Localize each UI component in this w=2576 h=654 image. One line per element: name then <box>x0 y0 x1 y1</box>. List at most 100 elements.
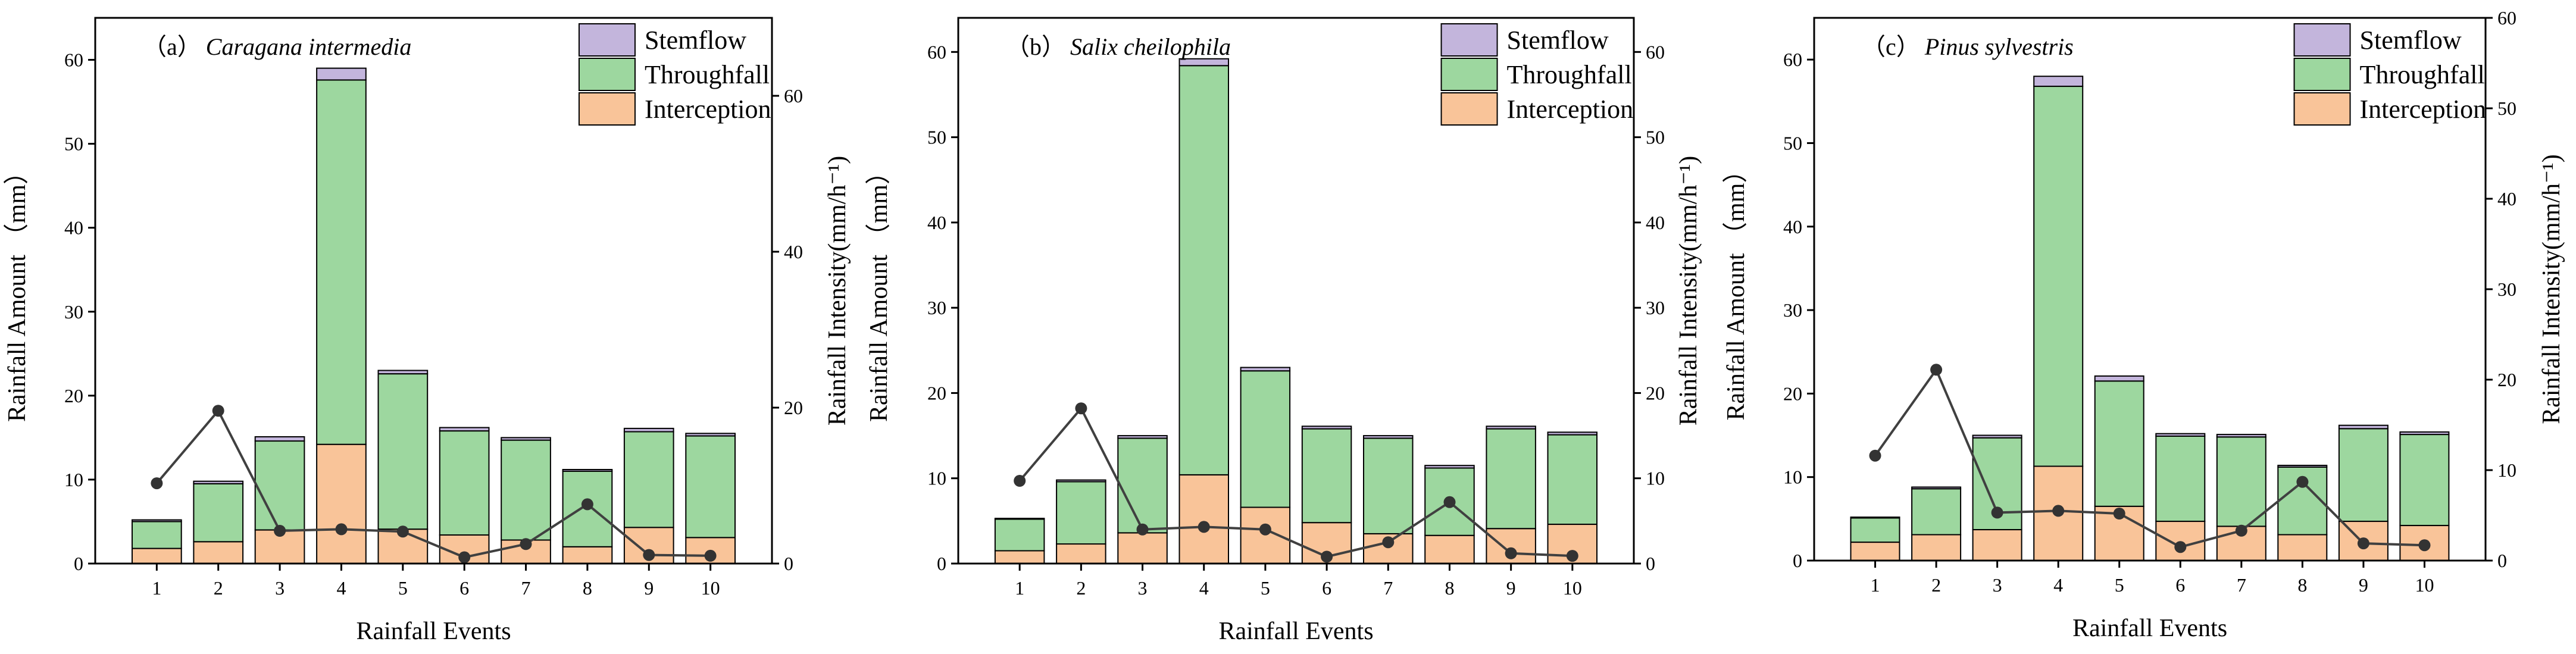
y2-tick-label: 40 <box>1646 212 1665 233</box>
y-tick-label: 0 <box>1793 550 1802 571</box>
y2-tick-label: 20 <box>784 397 803 418</box>
x-tick-label: 6 <box>2175 574 2185 596</box>
bar-interception-4 <box>316 443 367 565</box>
intensity-point-2 <box>1930 364 1943 376</box>
bar-stemflow-3 <box>254 436 305 442</box>
species-name: Pinus sylvestris <box>1924 33 2074 60</box>
bar-stemflow-2 <box>1056 479 1106 483</box>
intensity-point-6 <box>1321 550 1333 563</box>
y-tick-label: 60 <box>64 49 83 71</box>
bars-group <box>1850 76 2450 561</box>
bar-interception-7 <box>501 539 551 564</box>
y-tick-label: 10 <box>927 468 946 489</box>
y-tick-label: 20 <box>64 385 83 406</box>
x-tick-label: 3 <box>275 577 285 599</box>
legend-label-throughfall: Throughfall <box>1507 60 1632 89</box>
legend-label-stemflow: Stemflow <box>645 26 746 55</box>
x-tick-label: 1 <box>152 577 161 599</box>
bar-throughfall-10 <box>685 435 736 539</box>
plot-frame <box>957 17 1635 565</box>
intensity-point-9 <box>643 549 655 561</box>
intensity-point-7 <box>1382 536 1395 549</box>
bar-throughfall-5 <box>377 373 429 530</box>
y-tick-label: 30 <box>927 297 946 318</box>
legend-swatch-stemflow <box>578 23 636 57</box>
y2-tick-label: 50 <box>1646 127 1665 148</box>
x-tick-label: 8 <box>2297 574 2307 596</box>
x-tick-label: 2 <box>1931 574 1941 596</box>
y-tick-label: 40 <box>927 212 946 233</box>
legend-label-throughfall: Throughfall <box>2360 60 2485 89</box>
bar-stemflow-1 <box>994 518 1045 520</box>
bar-stemflow-4 <box>2033 76 2084 87</box>
intensity-point-3 <box>274 525 286 537</box>
y2-tick-label: 40 <box>2497 188 2516 209</box>
bar-interception-1 <box>132 547 182 564</box>
bar-stemflow-9 <box>2338 424 2389 430</box>
bar-stemflow-10 <box>2399 431 2450 436</box>
legend-swatch-throughfall <box>578 58 636 91</box>
bar-throughfall-7 <box>2216 436 2266 527</box>
bar-interception-1 <box>994 550 1045 564</box>
bar-interception-2 <box>193 541 244 564</box>
y2-tick-label: 30 <box>2497 279 2516 300</box>
bar-throughfall-3 <box>1117 437 1168 534</box>
legend-label-interception: Interception <box>1507 95 1634 124</box>
intensity-point-7 <box>2235 524 2247 537</box>
bar-throughfall-2 <box>193 483 244 543</box>
plot-frame <box>94 17 773 565</box>
intensity-point-5 <box>1259 523 1271 536</box>
bar-throughfall-6 <box>1301 428 1352 524</box>
chart-panel-a: 0 10 20 30 40 50 60 0 20 40 60 1 2 3 4 5 6 7 8 9 10 Rainfall … <box>4 17 851 645</box>
bar-stemflow-5 <box>377 370 429 375</box>
intensity-line <box>1018 406 1573 558</box>
intensity-point-9 <box>2357 537 2369 550</box>
intensity-point-8 <box>581 498 593 511</box>
intensity-point-10 <box>704 549 717 562</box>
intensity-point-1 <box>1014 475 1026 487</box>
x-tick-label: 2 <box>214 577 223 599</box>
x-axis-label: Rainfall Events <box>356 618 511 645</box>
x-tick-label: 10 <box>1563 577 1582 599</box>
intensity-point-4 <box>2052 505 2065 517</box>
x-tick-label: 2 <box>1076 577 1086 599</box>
bar-stemflow-1 <box>132 519 182 522</box>
intensity-line <box>155 408 711 559</box>
intensity-point-7 <box>520 538 532 550</box>
y-tick-label: 40 <box>64 217 83 239</box>
x-tick-label: 1 <box>1871 574 1880 596</box>
x-tick-label: 4 <box>1199 577 1209 599</box>
y2-axis-label: Rainfall Intensity(mm/h⁻¹) <box>824 156 851 426</box>
legend-label-interception: Interception <box>645 95 771 124</box>
legend-label-interception: Interception <box>2360 95 2487 124</box>
y2-tick-label: 10 <box>2497 459 2516 481</box>
bar-stemflow-7 <box>501 437 551 441</box>
y2-tick-label: 50 <box>2497 98 2516 119</box>
x-tick-label: 5 <box>2115 574 2124 596</box>
bar-throughfall-1 <box>1850 517 1900 543</box>
legend-swatch-interception <box>578 92 636 126</box>
bar-stemflow-6 <box>439 427 490 432</box>
legend-swatch-interception <box>1440 92 1498 126</box>
x-tick-label: 8 <box>1445 577 1454 599</box>
bar-stemflow-4 <box>1178 58 1229 67</box>
y-tick-label: 50 <box>64 133 83 155</box>
bar-throughfall-9 <box>623 431 674 528</box>
bar-interception-5 <box>1240 506 1291 565</box>
bar-stemflow-9 <box>1486 425 1536 430</box>
y2-tick-label: 60 <box>784 85 803 107</box>
x-tick-label: 10 <box>701 577 720 599</box>
x-tick-label: 7 <box>2237 574 2246 596</box>
bar-interception-8 <box>2277 534 2328 561</box>
bar-throughfall-10 <box>1547 434 1598 525</box>
x-tick-label: 3 <box>1993 574 2002 596</box>
y2-tick-label: 40 <box>784 241 803 262</box>
bar-throughfall-4 <box>2033 86 2084 467</box>
intensity-point-4 <box>1198 521 1210 533</box>
bar-stemflow-7 <box>1363 435 1414 439</box>
legend: Stemflow Throughfall Interception <box>1440 23 1634 126</box>
bar-throughfall-7 <box>1363 437 1414 534</box>
bar-interception-3 <box>1117 532 1168 565</box>
x-tick-label: 9 <box>1506 577 1516 599</box>
